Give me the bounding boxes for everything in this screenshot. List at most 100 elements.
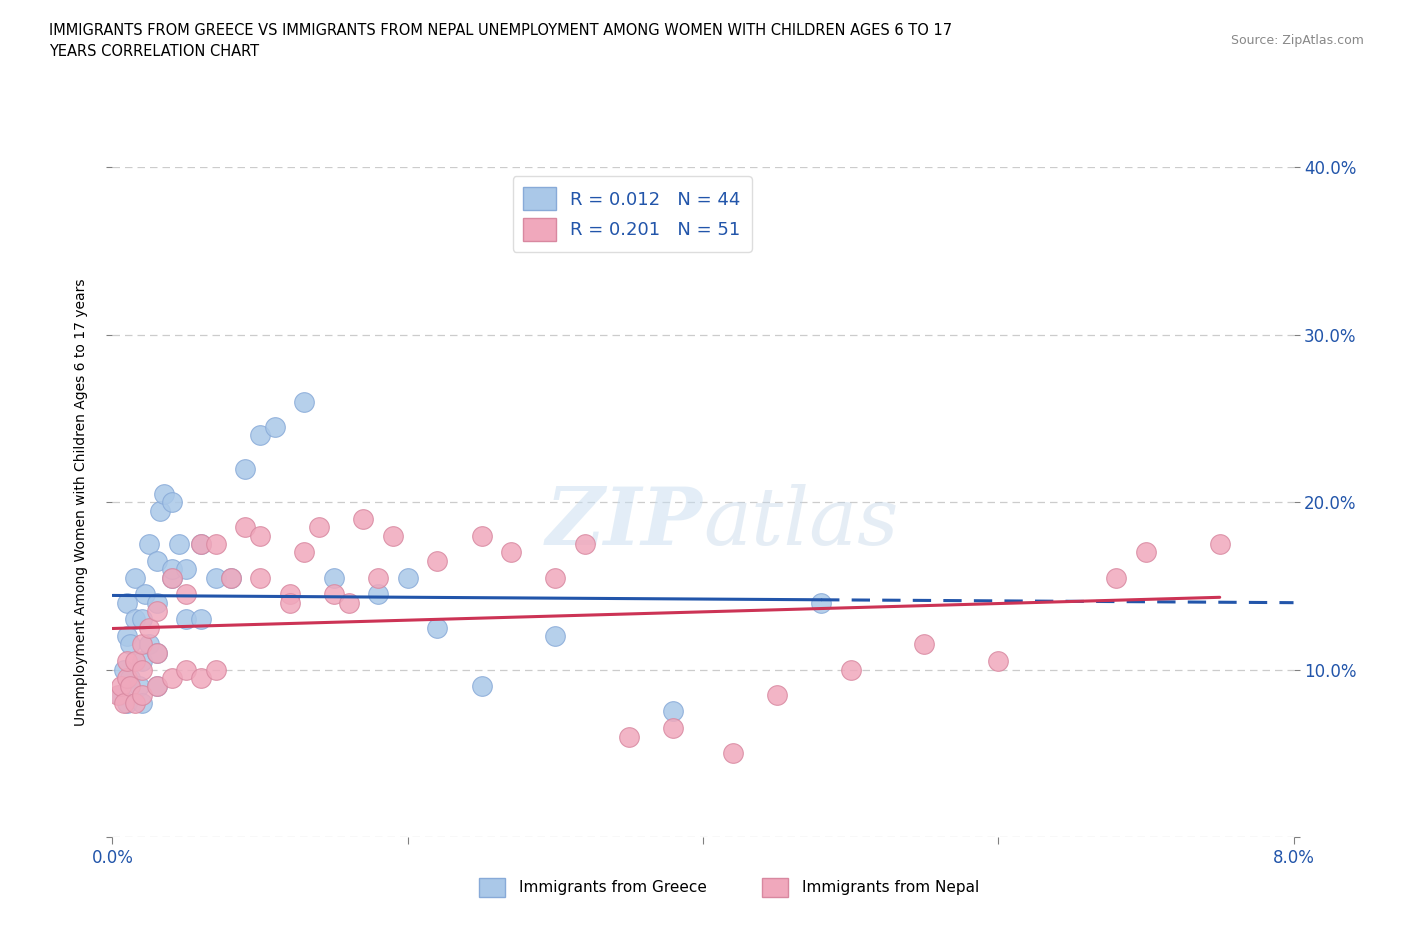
Point [131,696,153,711]
Point [131,612,153,627]
Point [662,721,685,736]
Point [662,704,685,719]
Point [128,679,150,694]
Point [190,612,212,627]
Point [112,696,135,711]
Point [160,495,183,510]
Point [219,570,242,585]
Point [160,671,183,685]
Point [544,629,567,644]
Point [190,671,212,685]
Point [219,570,242,585]
Point [426,553,449,568]
Point [146,553,169,568]
Point [233,461,256,476]
Point [124,612,146,627]
Point [108,687,131,702]
Point [131,662,153,677]
Text: ZIP: ZIP [546,484,703,561]
Point [117,654,138,669]
Point [174,662,197,677]
Point [138,620,160,635]
Point [352,512,374,526]
Point [146,604,169,618]
Point [120,671,142,685]
Point [146,679,169,694]
Point [544,570,567,585]
Point [249,428,271,443]
Point [278,595,301,610]
Point [138,537,160,551]
Point [987,654,1010,669]
Point [323,570,346,585]
Point [308,520,330,535]
Text: Immigrants from Greece: Immigrants from Greece [519,880,707,896]
Point [160,570,183,585]
Point [233,520,256,535]
Point [337,595,360,610]
Point [174,587,197,602]
Point [471,528,494,543]
Text: atlas: atlas [703,484,898,561]
Text: Immigrants from Nepal: Immigrants from Nepal [803,880,980,896]
FancyBboxPatch shape [478,878,505,897]
Point [174,562,197,577]
Legend: R = 0.012   N = 44, R = 0.201   N = 51: R = 0.012 N = 44, R = 0.201 N = 51 [513,177,752,252]
Point [146,645,169,660]
Point [124,570,146,585]
Point [174,612,197,627]
Point [146,595,169,610]
Text: YEARS CORRELATION CHART: YEARS CORRELATION CHART [49,44,259,59]
Point [914,637,936,652]
Point [501,545,523,560]
Point [117,595,138,610]
Point [160,570,183,585]
Point [112,662,135,677]
Y-axis label: Unemployment Among Women with Children Ages 6 to 17 years: Unemployment Among Women with Children A… [75,278,89,726]
FancyBboxPatch shape [762,878,787,897]
Point [249,528,271,543]
Point [120,679,142,694]
Point [278,587,301,602]
Point [382,528,405,543]
Point [160,562,183,577]
Point [1208,537,1232,551]
Point [205,662,228,677]
Point [149,503,172,518]
Point [120,637,142,652]
Point [619,729,641,744]
Point [131,687,153,702]
Point [205,570,228,585]
Point [117,629,138,644]
Point [249,570,271,585]
Point [292,545,315,560]
Point [205,537,228,551]
Text: Source: ZipAtlas.com: Source: ZipAtlas.com [1230,34,1364,47]
Point [167,537,190,551]
Point [323,587,346,602]
Point [138,637,160,652]
Point [765,687,787,702]
Point [292,394,315,409]
Point [367,570,389,585]
Point [367,587,389,602]
Point [131,654,153,669]
Point [426,620,449,635]
Point [153,486,176,501]
Point [124,696,146,711]
Point [810,595,832,610]
Point [721,746,744,761]
Point [574,537,596,551]
Point [134,587,156,602]
Point [190,537,212,551]
Point [146,645,169,660]
Text: IMMIGRANTS FROM GREECE VS IMMIGRANTS FROM NEPAL UNEMPLOYMENT AMONG WOMEN WITH CH: IMMIGRANTS FROM GREECE VS IMMIGRANTS FRO… [49,23,952,38]
Point [107,687,129,702]
Point [117,671,138,685]
Point [117,696,138,711]
Point [839,662,862,677]
Point [471,679,494,694]
Point [264,419,287,434]
Point [396,570,419,585]
Point [131,637,153,652]
